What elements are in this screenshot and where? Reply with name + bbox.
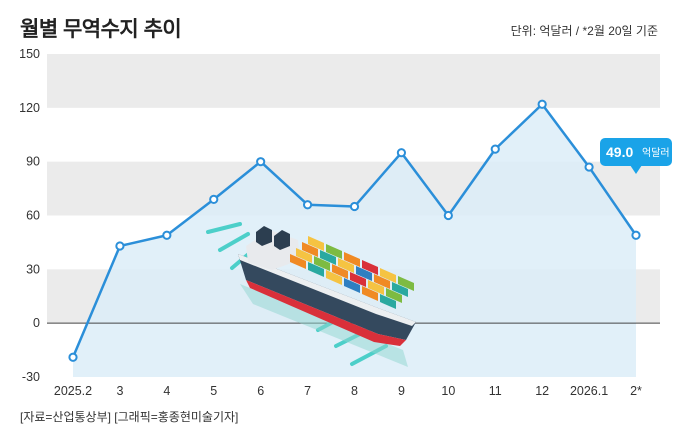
source-credit: [자료=산업통상부] [그래픽=홍종현미술기자]	[20, 410, 239, 424]
y-tick-label: 120	[19, 101, 40, 115]
x-axis-ticks: 2025.2 3 4 5 6 7 8 9 10 11 12 2026.1 2*	[54, 384, 642, 398]
cargo-container	[308, 236, 324, 251]
y-tick-label: 60	[26, 209, 40, 223]
cargo-container	[362, 286, 378, 301]
callout-unit: 억달러	[642, 147, 670, 159]
x-tick-label: 2025.2	[54, 384, 92, 398]
data-point	[584, 162, 594, 172]
area-layer	[73, 104, 636, 377]
x-tick-label: 11	[489, 384, 502, 398]
cargo-container	[296, 248, 312, 263]
data-point	[537, 99, 547, 109]
x-tick-label: 2026.1	[570, 384, 608, 398]
wake-streak	[218, 232, 250, 252]
x-tick-label: 7	[304, 384, 311, 398]
callout-box	[600, 138, 672, 166]
cargo-container	[338, 258, 354, 273]
callout-pointer	[630, 165, 642, 174]
cargo-container	[398, 276, 414, 291]
container-ship-illustration	[206, 222, 416, 367]
cargo-container	[326, 270, 342, 285]
data-point	[209, 194, 219, 204]
y-tick-label: 90	[26, 155, 40, 169]
value-callout: 49.0 억달러	[600, 138, 672, 174]
data-point	[349, 201, 360, 212]
data-point	[115, 241, 125, 251]
data-points	[68, 99, 641, 362]
cargo-container	[350, 272, 366, 287]
cargo-container	[308, 262, 324, 277]
data-point	[68, 352, 78, 362]
cargo-container	[326, 244, 342, 259]
x-tick-label: 12	[535, 384, 549, 398]
cargo-container	[368, 280, 384, 295]
ship-hull-stripe	[246, 280, 406, 346]
data-point	[302, 200, 313, 210]
cargo-container	[290, 254, 306, 269]
data-point	[443, 210, 453, 221]
data-point	[631, 230, 641, 240]
grid-band	[47, 54, 660, 108]
y-tick-label: 150	[19, 47, 40, 61]
ship-funnel	[274, 230, 290, 250]
ship-group	[206, 222, 416, 367]
ship-shadow	[240, 284, 408, 367]
y-axis-ticks: -30 0 30 60 90 120 150	[19, 47, 40, 384]
x-tick-label: 2*	[630, 384, 642, 398]
data-point	[396, 148, 407, 158]
cargo-container	[314, 256, 330, 271]
x-tick-label: 4	[163, 384, 170, 398]
data-point	[490, 144, 500, 154]
chart-title: 월별 무역수지 추이	[20, 18, 182, 41]
x-tick-label: 8	[351, 384, 358, 398]
cargo-container	[332, 264, 348, 279]
area-fill	[73, 104, 636, 377]
cargo-container	[380, 268, 396, 283]
y-tick-label: 0	[33, 316, 40, 330]
x-tick-label: 3	[116, 384, 123, 398]
cargo-container	[386, 288, 402, 303]
wake-streak	[206, 222, 242, 234]
cargo-container	[380, 294, 396, 309]
cargo-container	[392, 282, 408, 297]
data-point	[256, 157, 266, 167]
callout-value: 49.0	[606, 144, 633, 160]
x-tick-label: 5	[210, 384, 217, 398]
x-tick-label: 10	[441, 384, 455, 398]
x-tick-label: 6	[257, 384, 264, 398]
cargo-container	[344, 252, 360, 267]
cargo-container	[374, 274, 390, 289]
unit-note: 단위: 억달러 / *2월 20일 기준	[510, 24, 658, 38]
y-tick-label: 30	[26, 262, 40, 276]
cargo-container	[320, 250, 336, 265]
ship-deck-edge	[238, 254, 416, 326]
cargo-container	[362, 260, 378, 275]
cargo-container	[344, 278, 360, 293]
data-point	[162, 230, 172, 240]
cargo-container	[302, 242, 318, 257]
cargo-container	[356, 266, 372, 281]
y-tick-label: -30	[22, 370, 40, 384]
x-tick-label: 9	[398, 384, 405, 398]
ship-funnel	[256, 226, 272, 246]
